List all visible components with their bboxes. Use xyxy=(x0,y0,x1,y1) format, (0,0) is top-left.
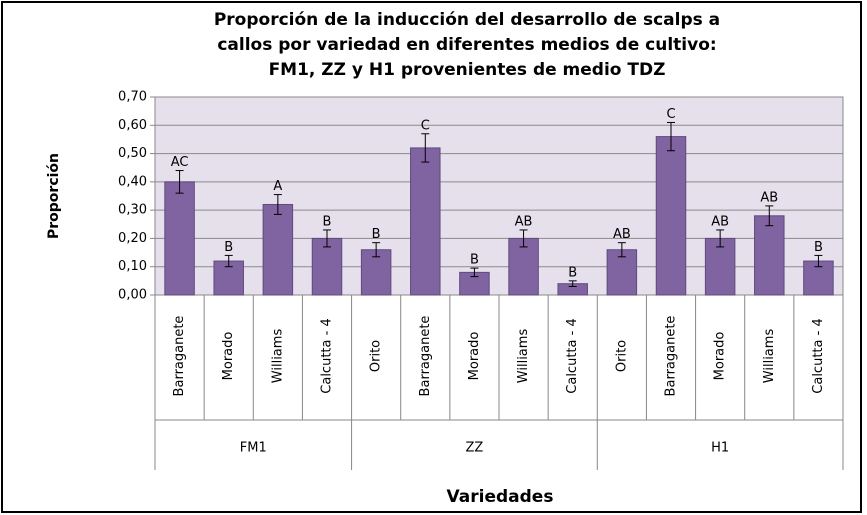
bar-label: AB xyxy=(760,190,778,205)
y-tick-label: 0,50 xyxy=(118,146,147,161)
bar-label: B xyxy=(224,240,233,255)
x-tick-label: Barraganete xyxy=(664,316,679,397)
bar xyxy=(262,203,294,296)
bar-label: AB xyxy=(515,214,533,229)
x-tick-label: Barraganete xyxy=(418,316,433,397)
bar-label: C xyxy=(666,107,675,122)
x-tick-label: Williams xyxy=(762,329,777,384)
group-label: ZZ xyxy=(466,441,484,456)
bar-label: AC xyxy=(171,155,189,170)
x-tick-label: Barraganete xyxy=(172,316,187,397)
chart-title: FM1, ZZ y H1 provenientes de medio TDZ xyxy=(269,60,666,80)
x-tick-label: Morado xyxy=(713,332,728,381)
plot-area xyxy=(154,96,844,296)
bar xyxy=(311,237,343,296)
bar-label: A xyxy=(273,179,282,194)
y-tick-label: 0,60 xyxy=(118,118,147,133)
x-axis-label: Variedades xyxy=(447,487,554,507)
bar-label: B xyxy=(323,214,332,229)
bar xyxy=(704,237,736,296)
y-axis-label: Proporción xyxy=(46,153,62,239)
bar-label: B xyxy=(814,240,823,255)
group-label: FM1 xyxy=(240,441,267,456)
bar-label: AB xyxy=(711,214,729,229)
bar xyxy=(655,136,687,296)
x-tick-label: Calcutta - 4 xyxy=(565,318,580,393)
bar-label: C xyxy=(421,118,430,133)
x-tick-label: Calcutta - 4 xyxy=(320,318,335,393)
y-tick-label: 0,30 xyxy=(118,203,147,218)
x-tick-label: Morado xyxy=(467,332,482,381)
x-tick-label: Morado xyxy=(221,332,236,381)
bar-label: B xyxy=(568,265,577,280)
x-tick-label: Williams xyxy=(270,329,285,384)
chart-title: Proporción de la inducción del desarroll… xyxy=(214,10,720,30)
bar xyxy=(410,147,441,296)
y-tick-label: 0,40 xyxy=(118,174,147,189)
y-tick-label: 0,20 xyxy=(118,231,147,246)
x-tick-label: Orito xyxy=(369,340,384,372)
y-tick-label: 0,10 xyxy=(118,259,147,274)
bar-label: AB xyxy=(613,227,631,242)
x-tick-label: Orito xyxy=(614,340,629,372)
y-tick-label: 0,00 xyxy=(118,288,147,303)
bar xyxy=(164,181,195,296)
group-label: H1 xyxy=(711,441,729,456)
bar xyxy=(754,215,785,296)
bar-label: B xyxy=(372,227,381,242)
y-tick-label: 0,70 xyxy=(118,90,147,105)
chart-title: callos por variedad en diferentes medios… xyxy=(217,35,716,55)
bar-label: B xyxy=(470,253,479,268)
x-tick-label: Calcutta - 4 xyxy=(811,318,826,393)
x-tick-label: Williams xyxy=(516,329,531,384)
